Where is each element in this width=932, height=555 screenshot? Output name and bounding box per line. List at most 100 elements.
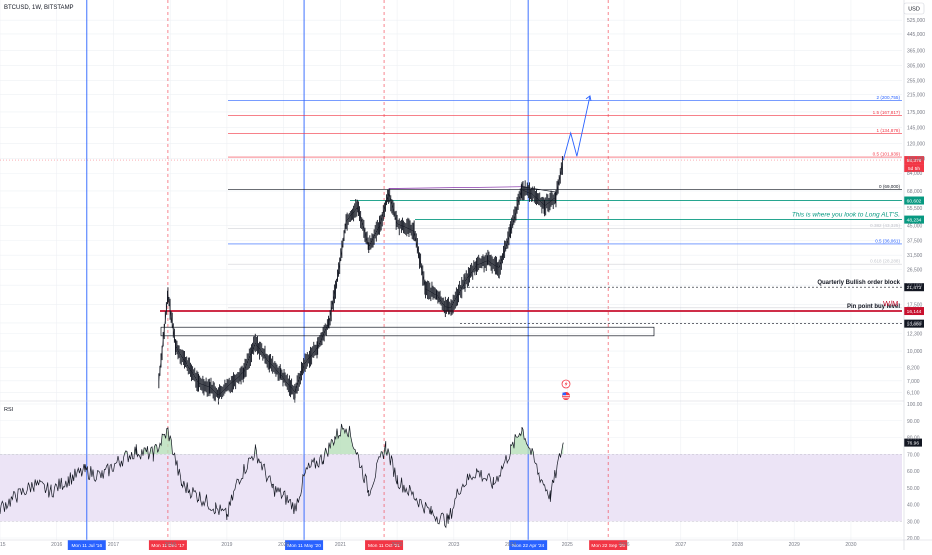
time-tick-label: 2023	[448, 542, 459, 548]
wm-annotation: W/M	[883, 299, 898, 308]
currency-button[interactable]: USD	[903, 2, 925, 15]
price-tick-label: 10,000	[907, 349, 923, 355]
rsi-line	[0, 423, 564, 529]
price-tick-label: 255,000	[907, 78, 925, 84]
rsi-tick-label: 70.00	[907, 452, 920, 458]
rsi-tick-label: 40.00	[907, 503, 920, 509]
rsi-value-badge	[904, 438, 922, 447]
level-annotation: Quarterly Bullish order block	[817, 280, 900, 286]
rsi-series: 76.96	[0, 423, 922, 529]
vertical-markers: Mon 11 Jul '16 Mon 11 Dec '17 Mon 11 May '…	[67, 0, 628, 550]
rsi-tick-label: 60.00	[907, 469, 920, 475]
date-badge-label: Mon 11 Jul '16	[71, 543, 102, 549]
date-badge	[509, 540, 548, 550]
countdown-badge	[904, 164, 924, 173]
time-tick-label: 2020	[278, 542, 289, 548]
fib-level-label: 1 (134,878)	[877, 128, 901, 133]
fib-level-label: 0.618 (28,288)	[870, 259, 900, 264]
price-tick-label: 6,100	[907, 390, 920, 396]
price-tick-label: 55,500	[907, 206, 923, 212]
price-level-badge-label: 60,602	[907, 199, 922, 205]
price-level-badge	[904, 283, 924, 292]
countdown-badge-label: 5d 5h	[908, 166, 920, 172]
price-tick-label: 305,000	[907, 64, 925, 70]
price-tick-label: 22,000	[907, 283, 923, 289]
date-badge-label: Mon 11 Dec '17	[151, 543, 184, 549]
rsi-tick-label: 50.00	[907, 486, 920, 492]
time-tick-label: 2025	[562, 542, 573, 548]
projection-arrowhead	[585, 95, 592, 101]
current-price-badge	[904, 156, 924, 165]
rsi-band	[0, 454, 902, 522]
time-tick-label: 2028	[732, 542, 743, 548]
price-tick-label: 175,000	[907, 110, 925, 116]
price-tick-label: 525,000	[907, 18, 925, 24]
date-badge	[67, 540, 106, 550]
rsi-label: RSI	[4, 407, 14, 413]
us-flag-icon[interactable]	[562, 392, 570, 400]
price-level-badge	[904, 307, 924, 316]
price-level-badge	[904, 319, 924, 328]
grid-lines	[0, 0, 902, 540]
price-tick-label: 84,000	[907, 171, 923, 177]
current-price-badge-label: 98,376	[907, 158, 922, 164]
price-level-badge	[904, 196, 924, 205]
time-tick-label: 2029	[789, 542, 800, 548]
price-tick-label: 26,500	[907, 268, 923, 274]
date-badge	[589, 540, 628, 550]
price-level-badge-label: 13,880	[907, 322, 922, 328]
price-level-badge-label: 16,144	[907, 309, 922, 315]
price-tick-label: 7,000	[907, 379, 920, 385]
price-tick-label: 365,000	[907, 49, 925, 55]
price-tick-label: 215,000	[907, 93, 925, 99]
time-tick-label: 2027	[675, 542, 686, 548]
price-series[interactable]	[158, 156, 563, 405]
fib-level-label: 0.786 (16,777)	[870, 302, 900, 307]
price-tick-label: 12,300	[907, 332, 923, 338]
date-badge	[285, 540, 324, 550]
date-badge-label: Mon 22 Apr '24	[512, 543, 544, 549]
rsi-value-badge-label: 76.96	[907, 441, 919, 447]
rsi-tick-label: 20.00	[907, 536, 920, 542]
price-tick-label: 31,500	[907, 253, 923, 259]
fib-level-label: 0.5 (36,061)	[875, 238, 900, 243]
fib-level-label: 2 (200,755)	[877, 95, 901, 100]
price-level-badge-label: 48,234	[907, 218, 922, 224]
date-badge-label: Mon 11 May '20	[287, 543, 321, 549]
time-tick-label: 2024	[505, 542, 516, 548]
projection-arrow[interactable]	[562, 95, 592, 161]
price-level-badge	[904, 215, 924, 224]
price-tick-label: 14,000	[907, 321, 923, 327]
price-tick-label: 37,500	[907, 239, 923, 245]
time-tick-label: 2021	[335, 542, 346, 548]
fib-level-label: 0 (69,000)	[879, 184, 900, 189]
level-annotation: Pin point buy level	[847, 304, 900, 310]
time-tick-label: 2022	[392, 542, 403, 548]
horizontal-levels: 2 (200,755) 1.5 (167,817) 1 (134,878) 0.5 (…	[0, 95, 924, 328]
rsi-tick-label: 80.00	[907, 436, 920, 442]
price-tick-label: 445,000	[907, 32, 925, 38]
price-level-badge-label: 21,473	[907, 285, 922, 291]
date-badge	[365, 540, 404, 550]
symbol-title: BTCUSD, 1W, BITSTAMP	[4, 5, 74, 11]
order-block-box[interactable]	[160, 326, 655, 337]
price-tick-label: 145,000	[907, 126, 925, 132]
date-badge-label: Mon 11 Oct '21	[368, 543, 400, 549]
time-tick-label: 2026	[618, 542, 629, 548]
time-tick-label: 2016	[51, 542, 62, 548]
rsi-tick-label: 100.00	[907, 402, 923, 408]
fib-level-label: 0.382 (43,325)	[870, 223, 900, 228]
level-annotation: This is where you look to Long ALT'S.	[792, 212, 900, 219]
flash-icon[interactable]	[561, 379, 571, 389]
price-tick-label: 45,000	[907, 223, 923, 229]
time-tick-label: 2015	[0, 542, 6, 548]
time-tick-label: 2018	[165, 542, 176, 548]
rsi-tick-label: 30.00	[907, 519, 920, 525]
projection-path	[562, 95, 591, 161]
date-badge	[148, 540, 187, 550]
ath-trendline	[388, 186, 525, 189]
price-tick-label: 120,000	[907, 141, 925, 147]
